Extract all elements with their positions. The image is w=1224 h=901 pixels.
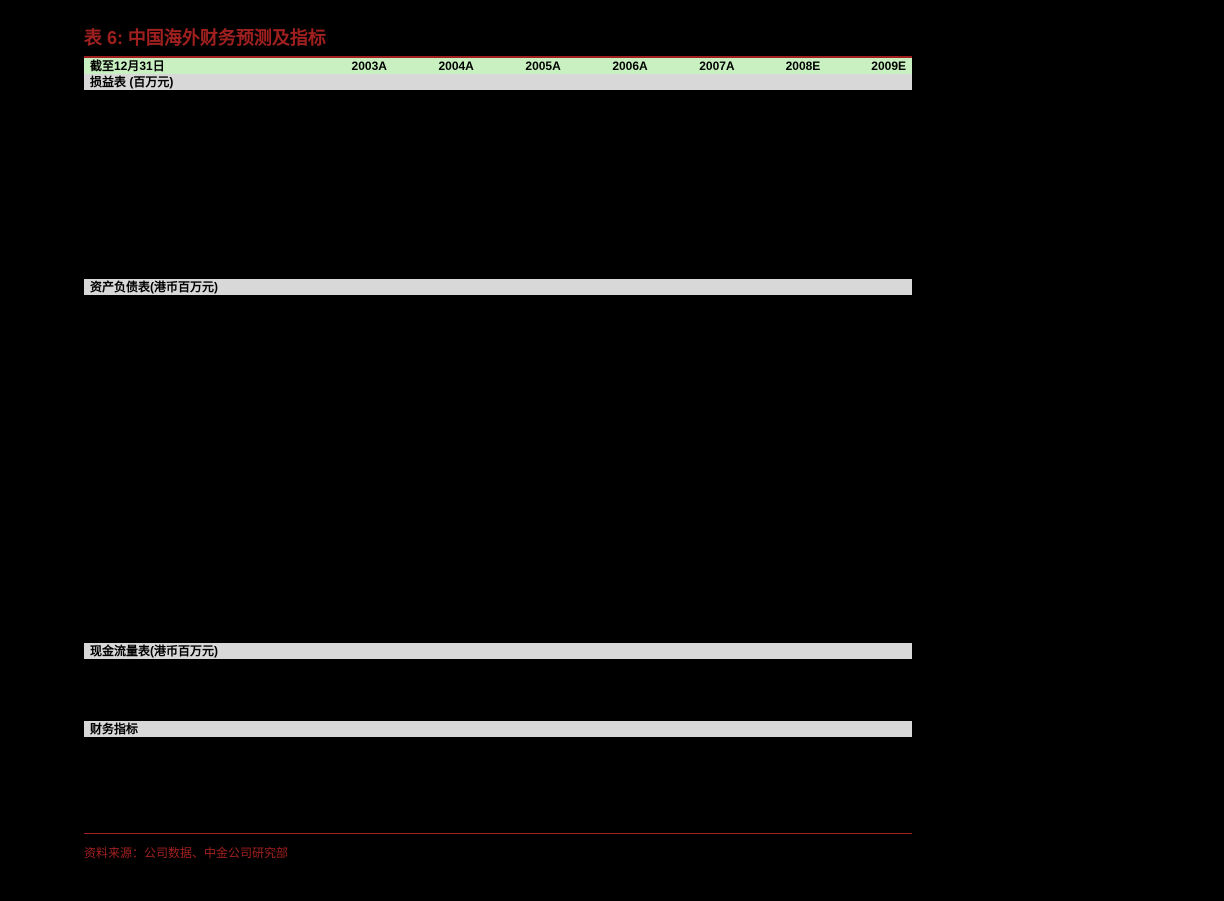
section-label: 现金流量表(港币百万元) <box>84 643 912 659</box>
bottom-rule <box>84 833 912 834</box>
title-prefix: 表 6: <box>84 28 123 48</box>
header-label: 截至12月31日 <box>84 58 306 74</box>
source-line: 资料来源：公司数据、中金公司研究部 <box>84 844 912 861</box>
title-text: 中国海外财务预测及指标 <box>128 28 326 48</box>
year-col: 2007A <box>654 58 741 74</box>
year-col: 2006A <box>567 58 654 74</box>
section-header-row: 资产负债表(港币百万元) <box>84 279 912 295</box>
section-table: 资产负债表(港币百万元) <box>84 279 912 295</box>
section-header-row: 现金流量表(港币百万元) <box>84 643 912 659</box>
financial-table-page: 表 6: 中国海外财务预测及指标 截至12月31日 2003A 2004A 20… <box>84 24 912 861</box>
year-col: 2008E <box>741 58 827 74</box>
year-header-row: 截至12月31日 2003A 2004A 2005A 2006A 2007A 2… <box>84 58 912 74</box>
year-col: 2005A <box>480 58 567 74</box>
section-label: 资产负债表(港币百万元) <box>84 279 912 295</box>
data-block <box>84 295 912 643</box>
section-table: 现金流量表(港币百万元) <box>84 643 912 659</box>
year-col: 2009E <box>826 58 912 74</box>
section-header-row: 损益表 (百万元) <box>84 74 912 90</box>
financial-table: 截至12月31日 2003A 2004A 2005A 2006A 2007A 2… <box>84 58 912 74</box>
year-col: 2003A <box>306 58 393 74</box>
section-table: 财务指标 <box>84 721 912 737</box>
data-block <box>84 737 912 833</box>
section-label: 财务指标 <box>84 721 912 737</box>
section-label: 损益表 (百万元) <box>84 74 912 90</box>
data-block <box>84 90 912 279</box>
sections-host: 损益表 (百万元) 资产负债表(港币百万元) 现金流量表(港币百万元) 财务指标 <box>84 74 912 833</box>
section-header-row: 财务指标 <box>84 721 912 737</box>
table-title: 表 6: 中国海外财务预测及指标 <box>84 24 912 54</box>
data-block <box>84 659 912 721</box>
section-table: 损益表 (百万元) <box>84 74 912 90</box>
year-col: 2004A <box>393 58 480 74</box>
